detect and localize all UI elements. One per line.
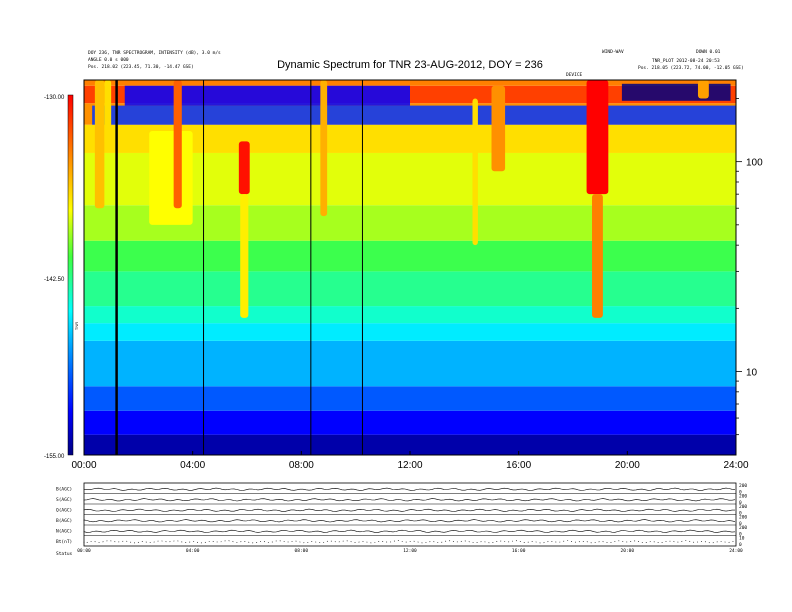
stack-trace bbox=[83, 540, 736, 544]
header-left-line-2: ANGLE 0.0 s 000 bbox=[88, 57, 129, 63]
background-band bbox=[84, 306, 736, 324]
stack-right-tick: 10 bbox=[739, 536, 745, 542]
stack-trace bbox=[83, 498, 736, 502]
x-axis: 00:00 04:00 08:00 12:00 16:00 20:00 24:00 bbox=[71, 451, 749, 471]
stack-x-tick-label: 00:00 bbox=[77, 548, 91, 554]
background-band bbox=[84, 124, 736, 153]
background-band bbox=[84, 240, 736, 272]
stack-right-tick: 0 bbox=[739, 511, 742, 517]
radio-burst bbox=[94, 80, 105, 209]
colorbar-tick-mid: -142.50 bbox=[44, 277, 65, 283]
colorbar bbox=[67, 94, 74, 456]
stack-right-tick: 0 bbox=[739, 532, 742, 538]
stack-trace bbox=[83, 487, 736, 491]
radio-burst bbox=[240, 194, 249, 318]
stack-x-tick-label: 08:00 bbox=[295, 548, 309, 554]
stack-right-tick: 0 bbox=[739, 542, 742, 548]
background-band bbox=[84, 80, 736, 86]
stack-panels: B(AGC)2000S(AGC)2000Q(AGC)2000B(AGC)2000… bbox=[56, 482, 747, 557]
x-tick-label: 04:00 bbox=[180, 460, 205, 471]
stack-right-tick: 200 bbox=[739, 494, 747, 500]
stack-footer-label: Status bbox=[56, 551, 73, 557]
colorbar-tick-top: -130.00 bbox=[44, 95, 65, 101]
stack-panel-label: Q(AGC) bbox=[56, 507, 72, 513]
background-band bbox=[84, 410, 736, 435]
header-right-line-2: DOWN 0.01 bbox=[696, 49, 721, 55]
stack-panel-label: N(AGC) bbox=[56, 528, 72, 534]
header-right-line-4: Pos. 218.05 (223.72, 74.00, -12.05 GSE) bbox=[638, 65, 744, 71]
x-tick-label: 16:00 bbox=[506, 460, 531, 471]
radio-burst bbox=[592, 194, 603, 318]
stack-right-tick: 200 bbox=[739, 504, 747, 510]
x-tick-label: 24:00 bbox=[723, 460, 748, 471]
stack-right-tick: 0 bbox=[739, 521, 742, 527]
stack-right-tick: 200 bbox=[739, 483, 747, 489]
background-band bbox=[84, 205, 736, 241]
stack-trace bbox=[83, 519, 736, 523]
data-gap-lines bbox=[115, 80, 363, 455]
stack-right-tick: 0 bbox=[739, 500, 742, 506]
background-band bbox=[84, 271, 736, 307]
x-tick-label: 12:00 bbox=[397, 460, 422, 471]
x-tick-label: 20:00 bbox=[615, 460, 640, 471]
stack-x-tick-label: 24:00 bbox=[729, 548, 743, 554]
colorbar-label: TNR bbox=[74, 322, 79, 330]
stack-right-tick: 200 bbox=[739, 525, 747, 531]
y-axis-right: 100 10 bbox=[736, 98, 763, 436]
stack-trace bbox=[83, 508, 735, 512]
radio-burst bbox=[472, 98, 478, 246]
y-tick-label: 100 bbox=[746, 158, 763, 169]
background-band bbox=[84, 434, 736, 455]
quiet-region bbox=[92, 105, 736, 125]
stack-x-tick-label: 12:00 bbox=[403, 548, 417, 554]
radio-burst bbox=[149, 130, 193, 225]
background-band bbox=[84, 386, 736, 411]
stack-panel-label: B(AGC) bbox=[56, 486, 72, 492]
stack-panel-label: Bt(nT) bbox=[56, 539, 72, 545]
annotation-device: DEVICE bbox=[566, 72, 583, 78]
header-left-line-1: DOY 236, TNR SPECTROGRAM, INTENSITY (dB)… bbox=[88, 50, 221, 56]
background-band bbox=[84, 340, 736, 387]
quiet-region bbox=[124, 85, 410, 106]
stack-right-tick: 0 bbox=[739, 490, 742, 496]
radio-burst bbox=[697, 80, 709, 99]
radio-burst bbox=[238, 141, 250, 195]
header-right-line-3: TNR_PLOT 2012-08-24 20:53 bbox=[652, 58, 720, 64]
spectrogram-heatmap bbox=[84, 80, 736, 455]
radio-burst bbox=[491, 85, 506, 172]
quiet-region bbox=[621, 83, 731, 101]
background-band bbox=[84, 323, 736, 341]
radio-burst bbox=[320, 80, 328, 217]
header-right-line-1: WIND-WAV bbox=[602, 49, 624, 55]
stack-panel-label: S(AGC) bbox=[56, 497, 72, 503]
y-tick-label: 10 bbox=[746, 367, 758, 378]
chart-title: Dynamic Spectrum for TNR 23-AUG-2012, DO… bbox=[277, 59, 543, 71]
stack-x-tick-label: 16:00 bbox=[512, 548, 526, 554]
stack-x-tick-label: 04:00 bbox=[186, 548, 200, 554]
header-left-line-3: Pos. 218.02 (223.45, 71.30, -14.47 GSE) bbox=[88, 64, 194, 70]
stack-x-tick-label: 20:00 bbox=[621, 548, 635, 554]
stack-right-tick: 200 bbox=[739, 515, 747, 521]
colorbar-tick-bottom: -155.00 bbox=[44, 454, 65, 460]
radio-burst bbox=[104, 80, 112, 146]
x-tick-label: 08:00 bbox=[289, 460, 314, 471]
x-tick-label: 00:00 bbox=[71, 460, 96, 471]
stack-trace bbox=[83, 529, 736, 533]
radio-burst bbox=[586, 80, 609, 195]
background-band bbox=[84, 152, 736, 206]
stack-panel-label: B(AGC) bbox=[56, 518, 72, 524]
radio-burst bbox=[173, 80, 182, 209]
colorbar-gradient bbox=[67, 94, 74, 456]
